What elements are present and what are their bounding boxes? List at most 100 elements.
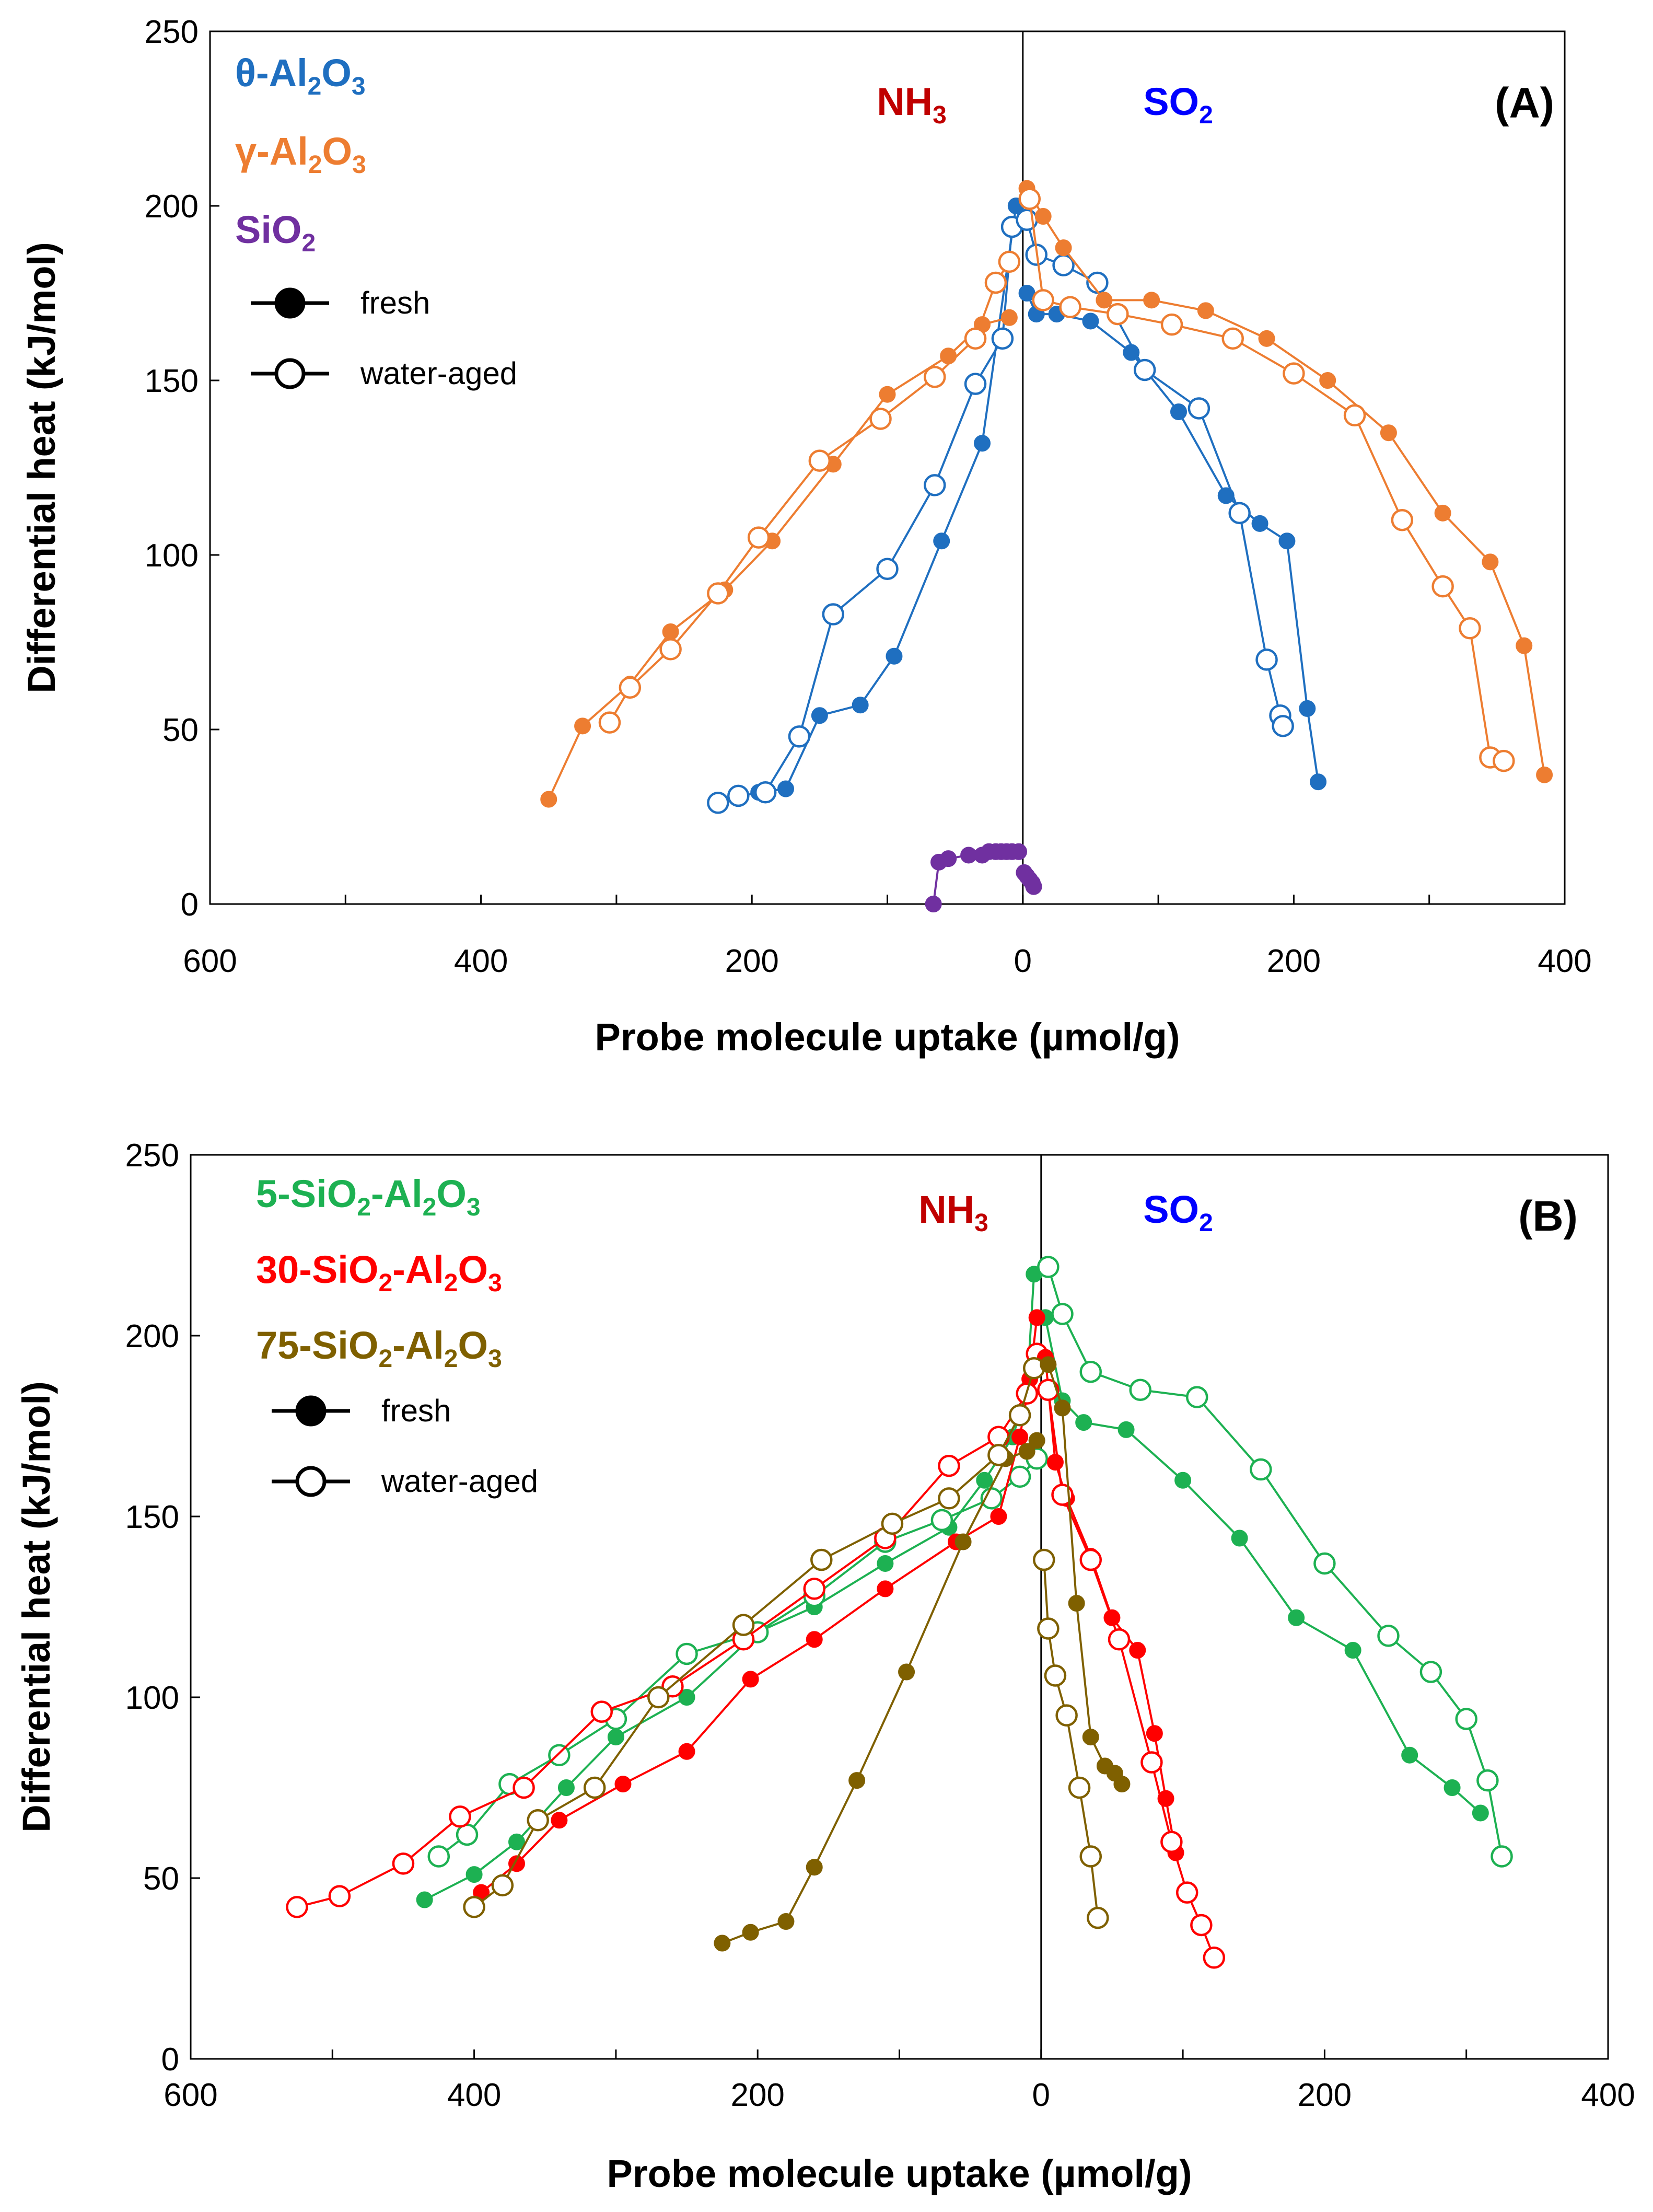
x-axis-title: Probe molecule uptake (µmol/g) (595, 1015, 1180, 1059)
data-point-75-sio2-al2o3-so2-fresh (1068, 1595, 1085, 1612)
data-point-5-sio2-al2o3-nh3-fresh (465, 1866, 483, 1883)
data-point-al2o3-so2-fresh (1310, 773, 1327, 791)
data-point-75-sio2-al2o3-so2-aged (1037, 1617, 1060, 1640)
data-point-al2o3-so2-fresh (1096, 292, 1113, 309)
marker-legend-aged-symbol (274, 358, 306, 389)
data-point-30-sio2-al2o3-nh3-aged (286, 1896, 308, 1918)
data-point-75-sio2-al2o3-so2-aged (1079, 1845, 1102, 1868)
data-point-al2o3-nh3-aged (707, 582, 729, 605)
legend-entry-5-sio2-al2o3: 5-SiO2-Al2O3 (256, 1172, 481, 1221)
data-point-al2o3-so2-aged (1221, 327, 1244, 350)
data-point-30-sio2-al2o3-so2-aged (1140, 1751, 1163, 1774)
data-point-al2o3-so2-fresh (1082, 312, 1099, 330)
data-point-al2o3-so2-fresh (1055, 239, 1072, 257)
data-point-75-sio2-al2o3-so2-aged (1087, 1906, 1109, 1929)
data-point-5-sio2-al2o3-so2-aged (1455, 1708, 1477, 1730)
panel-label: (B) (1518, 1192, 1578, 1240)
data-point-al2o3-so2-fresh (1170, 403, 1187, 421)
data-point-5-sio2-al2o3-so2-aged (1250, 1458, 1272, 1481)
legend-entry-al2o3: γ-Al2O3 (235, 130, 366, 179)
data-point-75-sio2-al2o3-nh3-aged (881, 1512, 904, 1535)
data-point-5-sio2-al2o3-so2-aged (1491, 1845, 1513, 1868)
data-point-75-sio2-al2o3-so2-aged (1055, 1704, 1078, 1727)
data-point-30-sio2-al2o3-nh3-aged (328, 1885, 351, 1907)
data-point-75-sio2-al2o3-nh3-aged (491, 1874, 514, 1897)
data-point-30-sio2-al2o3-so2-fresh (1046, 1454, 1064, 1471)
data-point-al2o3-nh3-aged (808, 449, 831, 472)
data-point-5-sio2-al2o3-so2-aged (1051, 1303, 1074, 1325)
so2-probe-label: SO2 (1143, 80, 1213, 129)
data-point-al2o3-so2-aged (1493, 749, 1515, 772)
data-point-75-sio2-al2o3-nh3-aged (1008, 1404, 1031, 1427)
data-point-al2o3-nh3-aged (754, 781, 777, 804)
data-point-al2o3-nh3-aged (727, 784, 750, 807)
x-tick-label: 200 (1298, 2077, 1352, 2113)
so2-probe-label: SO2 (1143, 1188, 1213, 1237)
legend-entry-al2o3: θ-Al2O3 (235, 51, 366, 100)
data-point-30-sio2-al2o3-nh3-fresh (1028, 1309, 1045, 1326)
x-axis-title: Probe molecule uptake (µmol/g) (607, 2152, 1192, 2195)
data-point-5-sio2-al2o3-so2-aged (1185, 1386, 1208, 1408)
data-point-30-sio2-al2o3-nh3-aged (803, 1578, 825, 1600)
data-point-al2o3-nh3-fresh (662, 623, 679, 640)
x-tick-label: 0 (1014, 943, 1032, 979)
data-point-al2o3-nh3-fresh (886, 647, 903, 665)
data-point-al2o3-so2-fresh (1197, 302, 1214, 319)
data-point-al2o3-nh3-aged (659, 638, 682, 661)
data-point-al2o3-so2-aged (1107, 303, 1129, 326)
data-point-al2o3-so2-aged (1032, 289, 1054, 311)
data-point-al2o3-so2-aged (1283, 362, 1305, 385)
data-point-al2o3-nh3-fresh (574, 717, 591, 735)
data-point-al2o3-nh3-aged (869, 408, 892, 430)
y-tick-label: 100 (145, 538, 199, 574)
x-tick-label: 400 (1538, 943, 1591, 979)
data-point-30-sio2-al2o3-so2-aged (1160, 1831, 1183, 1854)
data-point-al2o3-nh3-fresh (852, 697, 869, 714)
data-point-5-sio2-al2o3-so2-aged (1129, 1379, 1151, 1402)
data-point-al2o3-so2-aged (1188, 397, 1210, 420)
data-point-5-sio2-al2o3-so2-fresh (1288, 1609, 1305, 1626)
data-point-al2o3-so2-aged (1228, 502, 1251, 525)
data-point-30-sio2-al2o3-nh3-fresh (551, 1812, 568, 1829)
data-point-al2o3-so2-aged (1272, 715, 1294, 737)
marker-legend-fresh-symbol (274, 287, 306, 319)
x-tick-label: 200 (730, 2077, 784, 2113)
y-tick-label: 150 (145, 363, 199, 399)
data-point-al2o3-nh3-aged (991, 327, 1014, 350)
data-point-75-sio2-al2o3-nh3-aged (527, 1809, 549, 1832)
data-point-al2o3-nh3-aged (924, 366, 946, 388)
data-point-al2o3-so2-aged (1059, 296, 1081, 318)
data-point-al2o3-nh3-aged (788, 725, 811, 748)
data-point-al2o3-nh3-fresh (777, 780, 795, 797)
data-point-30-sio2-al2o3-so2-aged (1190, 1914, 1213, 1937)
x-tick-label: 600 (164, 2077, 217, 2113)
x-tick-label: 600 (183, 943, 237, 979)
data-point-30-sio2-al2o3-so2-aged (1175, 1881, 1198, 1904)
series-line-al2o3-nh3-fresh (758, 205, 1017, 794)
data-point-5-sio2-al2o3-so2-aged (1313, 1552, 1336, 1575)
data-point-al2o3-nh3-aged (876, 558, 899, 580)
marker-legend-aged-label: water-aged (381, 1464, 538, 1499)
data-point-al2o3-so2-fresh (1482, 553, 1499, 571)
data-point-75-sio2-al2o3-so2-fresh (1113, 1776, 1131, 1793)
data-point-5-sio2-al2o3-nh3-fresh (877, 1555, 894, 1572)
y-tick-label: 250 (145, 14, 199, 50)
data-point-5-sio2-al2o3-so2-aged (1037, 1256, 1060, 1278)
y-tick-label: 250 (125, 1138, 179, 1174)
data-point-5-sio2-al2o3-nh3-fresh (416, 1891, 433, 1908)
data-point-al2o3-so2-fresh (1319, 372, 1336, 389)
data-point-75-sio2-al2o3-so2-aged (1044, 1664, 1067, 1687)
data-point-al2o3-so2-fresh (1034, 208, 1052, 225)
data-point-75-sio2-al2o3-nh3-fresh (742, 1924, 759, 1941)
y-tick-label: 50 (162, 712, 199, 748)
data-point-30-sio2-al2o3-nh3-aged (392, 1852, 415, 1875)
data-point-30-sio2-al2o3-so2-aged (1037, 1379, 1060, 1402)
y-axis-title: Differential heat (kJ/mol) (20, 242, 63, 693)
data-point-al2o3-so2-fresh (1251, 515, 1268, 532)
data-point-30-sio2-al2o3-nh3-aged (590, 1700, 613, 1723)
data-point-75-sio2-al2o3-so2-fresh (1054, 1399, 1071, 1417)
data-point-5-sio2-al2o3-so2-fresh (1344, 1642, 1361, 1659)
data-point-5-sio2-al2o3-nh3-aged (456, 1823, 479, 1846)
data-point-30-sio2-al2o3-so2-fresh (1129, 1642, 1146, 1659)
legend-entry-30-sio2-al2o3: 30-SiO2-Al2O3 (256, 1248, 502, 1297)
